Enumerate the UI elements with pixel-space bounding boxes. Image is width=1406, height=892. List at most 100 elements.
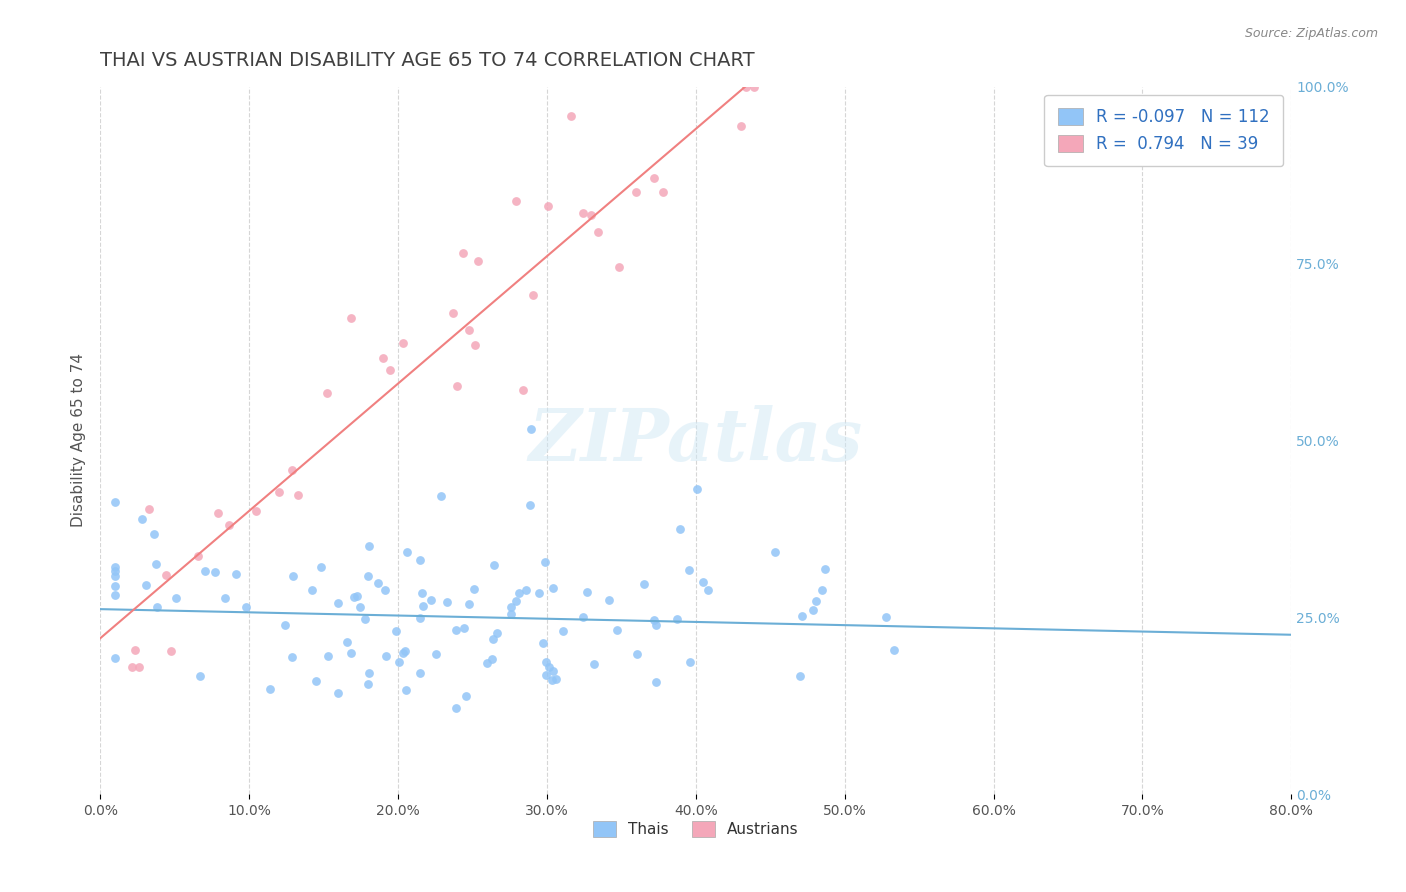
Point [143, 527, 166, 541]
Point [124, 643, 146, 657]
Point [274, 618, 297, 632]
Point [409, 553, 432, 567]
Point [218, 517, 240, 532]
Point [385, 624, 408, 638]
Point [515, 582, 537, 597]
Point [501, 607, 523, 621]
Point [734, 79, 756, 94]
Point [446, 623, 468, 637]
Point [316, 648, 339, 663]
Legend: Thais, Austrians: Thais, Austrians [586, 814, 804, 843]
Point [430, 489, 453, 503]
Point [356, 569, 378, 583]
Point [477, 656, 499, 670]
Point [409, 611, 432, 625]
Point [444, 701, 467, 715]
Point [624, 185, 647, 199]
Point [512, 383, 534, 397]
Point [371, 351, 394, 365]
Point [527, 586, 550, 600]
Point [267, 484, 290, 499]
Point [104, 651, 127, 665]
Point [378, 363, 401, 377]
Point [359, 666, 381, 681]
Point [104, 588, 127, 602]
Point [482, 632, 505, 647]
Point [508, 585, 530, 599]
Point [357, 539, 380, 553]
Point [354, 612, 377, 626]
Point [645, 674, 668, 689]
Point [533, 555, 555, 569]
Point [541, 673, 564, 687]
Point [643, 171, 665, 186]
Point [412, 599, 434, 613]
Point [388, 655, 411, 669]
Point [451, 246, 474, 260]
Point [651, 185, 673, 199]
Point [464, 338, 486, 352]
Point [104, 564, 127, 578]
Point [486, 626, 509, 640]
Point [697, 582, 720, 597]
Point [481, 652, 503, 666]
Point [679, 655, 702, 669]
Point [259, 681, 281, 696]
Point [419, 592, 441, 607]
Point [165, 591, 187, 606]
Point [207, 506, 229, 520]
Point [392, 646, 415, 660]
Point [283, 569, 305, 583]
Point [456, 689, 478, 703]
Point [588, 225, 610, 239]
Point [499, 599, 522, 614]
Point [576, 585, 599, 599]
Point [505, 194, 527, 208]
Point [346, 589, 368, 603]
Point [811, 582, 834, 597]
Point [789, 669, 811, 683]
Point [235, 600, 257, 615]
Point [394, 644, 416, 658]
Point [436, 595, 458, 609]
Y-axis label: Disability Age 65 to 74: Disability Age 65 to 74 [72, 353, 86, 527]
Point [441, 306, 464, 320]
Point [340, 310, 363, 325]
Point [245, 503, 267, 517]
Point [814, 562, 837, 576]
Point [204, 565, 226, 579]
Point [551, 624, 574, 638]
Point [146, 599, 169, 614]
Point [281, 463, 304, 477]
Point [304, 674, 326, 689]
Point [188, 669, 211, 683]
Point [225, 566, 247, 581]
Point [138, 502, 160, 516]
Point [145, 557, 167, 571]
Point [349, 600, 371, 615]
Point [643, 614, 665, 628]
Point [678, 563, 700, 577]
Point [287, 488, 309, 502]
Point [606, 623, 628, 637]
Point [572, 609, 595, 624]
Point [665, 612, 688, 626]
Point [572, 206, 595, 220]
Point [883, 643, 905, 657]
Point [546, 673, 568, 687]
Point [160, 644, 183, 658]
Point [375, 648, 398, 663]
Point [128, 659, 150, 673]
Point [453, 621, 475, 635]
Point [326, 686, 349, 700]
Point [104, 495, 127, 509]
Point [315, 386, 337, 401]
Point [391, 336, 413, 351]
Point [626, 647, 648, 661]
Point [531, 636, 554, 650]
Point [536, 198, 558, 212]
Text: ZIPatlas: ZIPatlas [529, 405, 863, 475]
Point [367, 576, 389, 591]
Text: Source: ZipAtlas.com: Source: ZipAtlas.com [1244, 27, 1378, 40]
Point [446, 378, 468, 392]
